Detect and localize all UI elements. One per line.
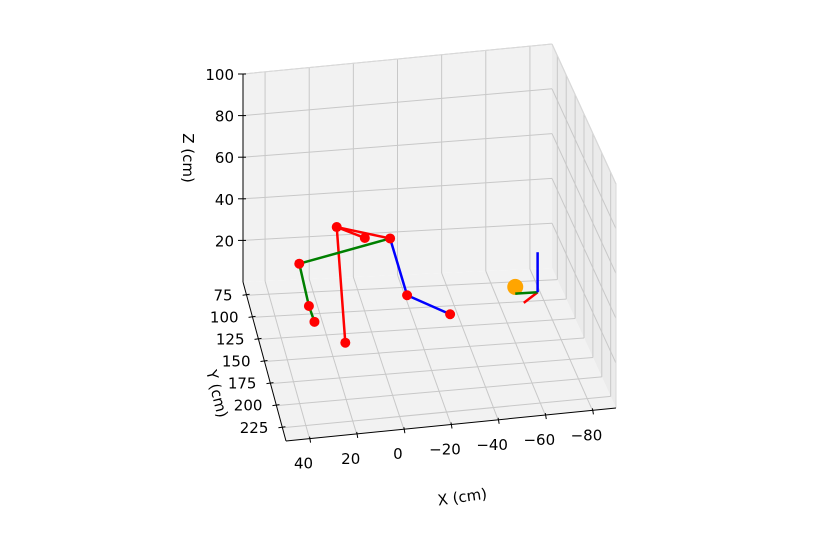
grid-lines bbox=[242, 43, 617, 439]
x-tick-label: 40 bbox=[294, 455, 313, 473]
frame-axis-x bbox=[523, 291, 539, 304]
joint-left-elbow bbox=[303, 301, 314, 312]
target-marker bbox=[507, 278, 524, 295]
x-tick-mark bbox=[544, 412, 547, 420]
z-tick-label: 20 bbox=[215, 232, 234, 250]
x-tick-label: 20 bbox=[341, 450, 360, 468]
grid-line-y-floor bbox=[276, 376, 602, 407]
x-tick-mark bbox=[497, 417, 500, 424]
grid-line-z-side bbox=[551, 133, 617, 274]
grid-line-z-back bbox=[242, 222, 553, 241]
tick-marks bbox=[238, 73, 594, 443]
grid-line-z-back bbox=[242, 133, 553, 158]
joint-left-wrist bbox=[309, 316, 320, 327]
z-tick-label: 40 bbox=[215, 191, 234, 209]
x-tick-label: −80 bbox=[571, 426, 603, 444]
coordinate-frame bbox=[507, 252, 539, 304]
grid-line-z-back bbox=[242, 177, 553, 200]
grid-line-y-floor bbox=[264, 337, 585, 362]
x-tick-mark bbox=[356, 431, 359, 439]
y-tick-label: 225 bbox=[240, 419, 269, 437]
y-tick-label: 150 bbox=[222, 353, 251, 371]
bone-right_shoulder-right_elbow bbox=[388, 237, 409, 297]
x-tick-mark bbox=[591, 408, 594, 415]
skeleton bbox=[294, 222, 456, 348]
grid-line-z-back bbox=[242, 88, 553, 117]
x-tick-mark bbox=[403, 427, 406, 434]
x-tick-mark bbox=[450, 422, 453, 429]
y-tick-mark bbox=[242, 293, 250, 296]
pane-edge bbox=[242, 43, 553, 75]
joint-right-shoulder bbox=[385, 233, 396, 244]
x-tick-mark bbox=[309, 436, 312, 443]
bone-right_shoulder-left_shoulder bbox=[298, 237, 392, 265]
y-tick-label: 100 bbox=[210, 308, 239, 326]
y-tick-label: 200 bbox=[234, 397, 263, 415]
grid-line-z-side bbox=[551, 222, 617, 364]
z-tick-label: 80 bbox=[215, 108, 234, 126]
floor-pane bbox=[243, 268, 616, 441]
grid-line-y-floor bbox=[282, 395, 611, 429]
joint-neck bbox=[331, 222, 342, 233]
x-tick-label: −60 bbox=[523, 431, 555, 449]
y-tick-mark bbox=[260, 360, 268, 362]
x-tick-label: −20 bbox=[429, 441, 461, 459]
y-tick-mark bbox=[272, 404, 280, 407]
bone-neck-right_shoulder bbox=[335, 225, 392, 240]
grid-line-y-floor bbox=[252, 298, 567, 318]
z-axis-label: Z (cm) bbox=[179, 133, 197, 183]
y-axis-line bbox=[242, 281, 287, 442]
grid-line-y-floor bbox=[258, 318, 576, 340]
y-tick-mark bbox=[254, 337, 262, 340]
joint-pelvis bbox=[340, 337, 351, 348]
y-tick-label: 175 bbox=[228, 375, 257, 393]
frame-axis-y bbox=[515, 291, 538, 295]
joint-right-elbow bbox=[402, 290, 413, 301]
y-tick-label: 75 bbox=[213, 286, 232, 304]
y-tick-mark bbox=[248, 315, 256, 318]
x-axis-label: X (cm) bbox=[436, 485, 488, 510]
bone-right_elbow-right_wrist bbox=[405, 293, 452, 316]
bone-neck-pelvis bbox=[335, 225, 347, 344]
grid-line-y-floor bbox=[246, 279, 558, 296]
grid-line-z-side bbox=[551, 88, 617, 230]
joint-head bbox=[359, 232, 370, 243]
bone-left_shoulder-left_elbow bbox=[298, 262, 311, 308]
grid-line-z-side bbox=[551, 178, 617, 319]
grid-line-y-floor bbox=[270, 356, 593, 385]
x-tick-label: −40 bbox=[476, 436, 508, 454]
x-tick-label: 0 bbox=[393, 445, 403, 463]
z-tick-label: 100 bbox=[205, 66, 234, 84]
z-tick-label: 60 bbox=[215, 149, 234, 167]
y-tick-label: 125 bbox=[216, 330, 245, 348]
joint-left-shoulder bbox=[294, 258, 305, 269]
y-tick-mark bbox=[266, 382, 274, 385]
joint-right-wrist bbox=[445, 309, 456, 320]
y-tick-mark bbox=[278, 426, 286, 429]
tick-labels: 40 20 0 −20 −40 −60 −8075100125150175200225204… bbox=[205, 66, 602, 473]
pane-edge bbox=[551, 43, 617, 185]
